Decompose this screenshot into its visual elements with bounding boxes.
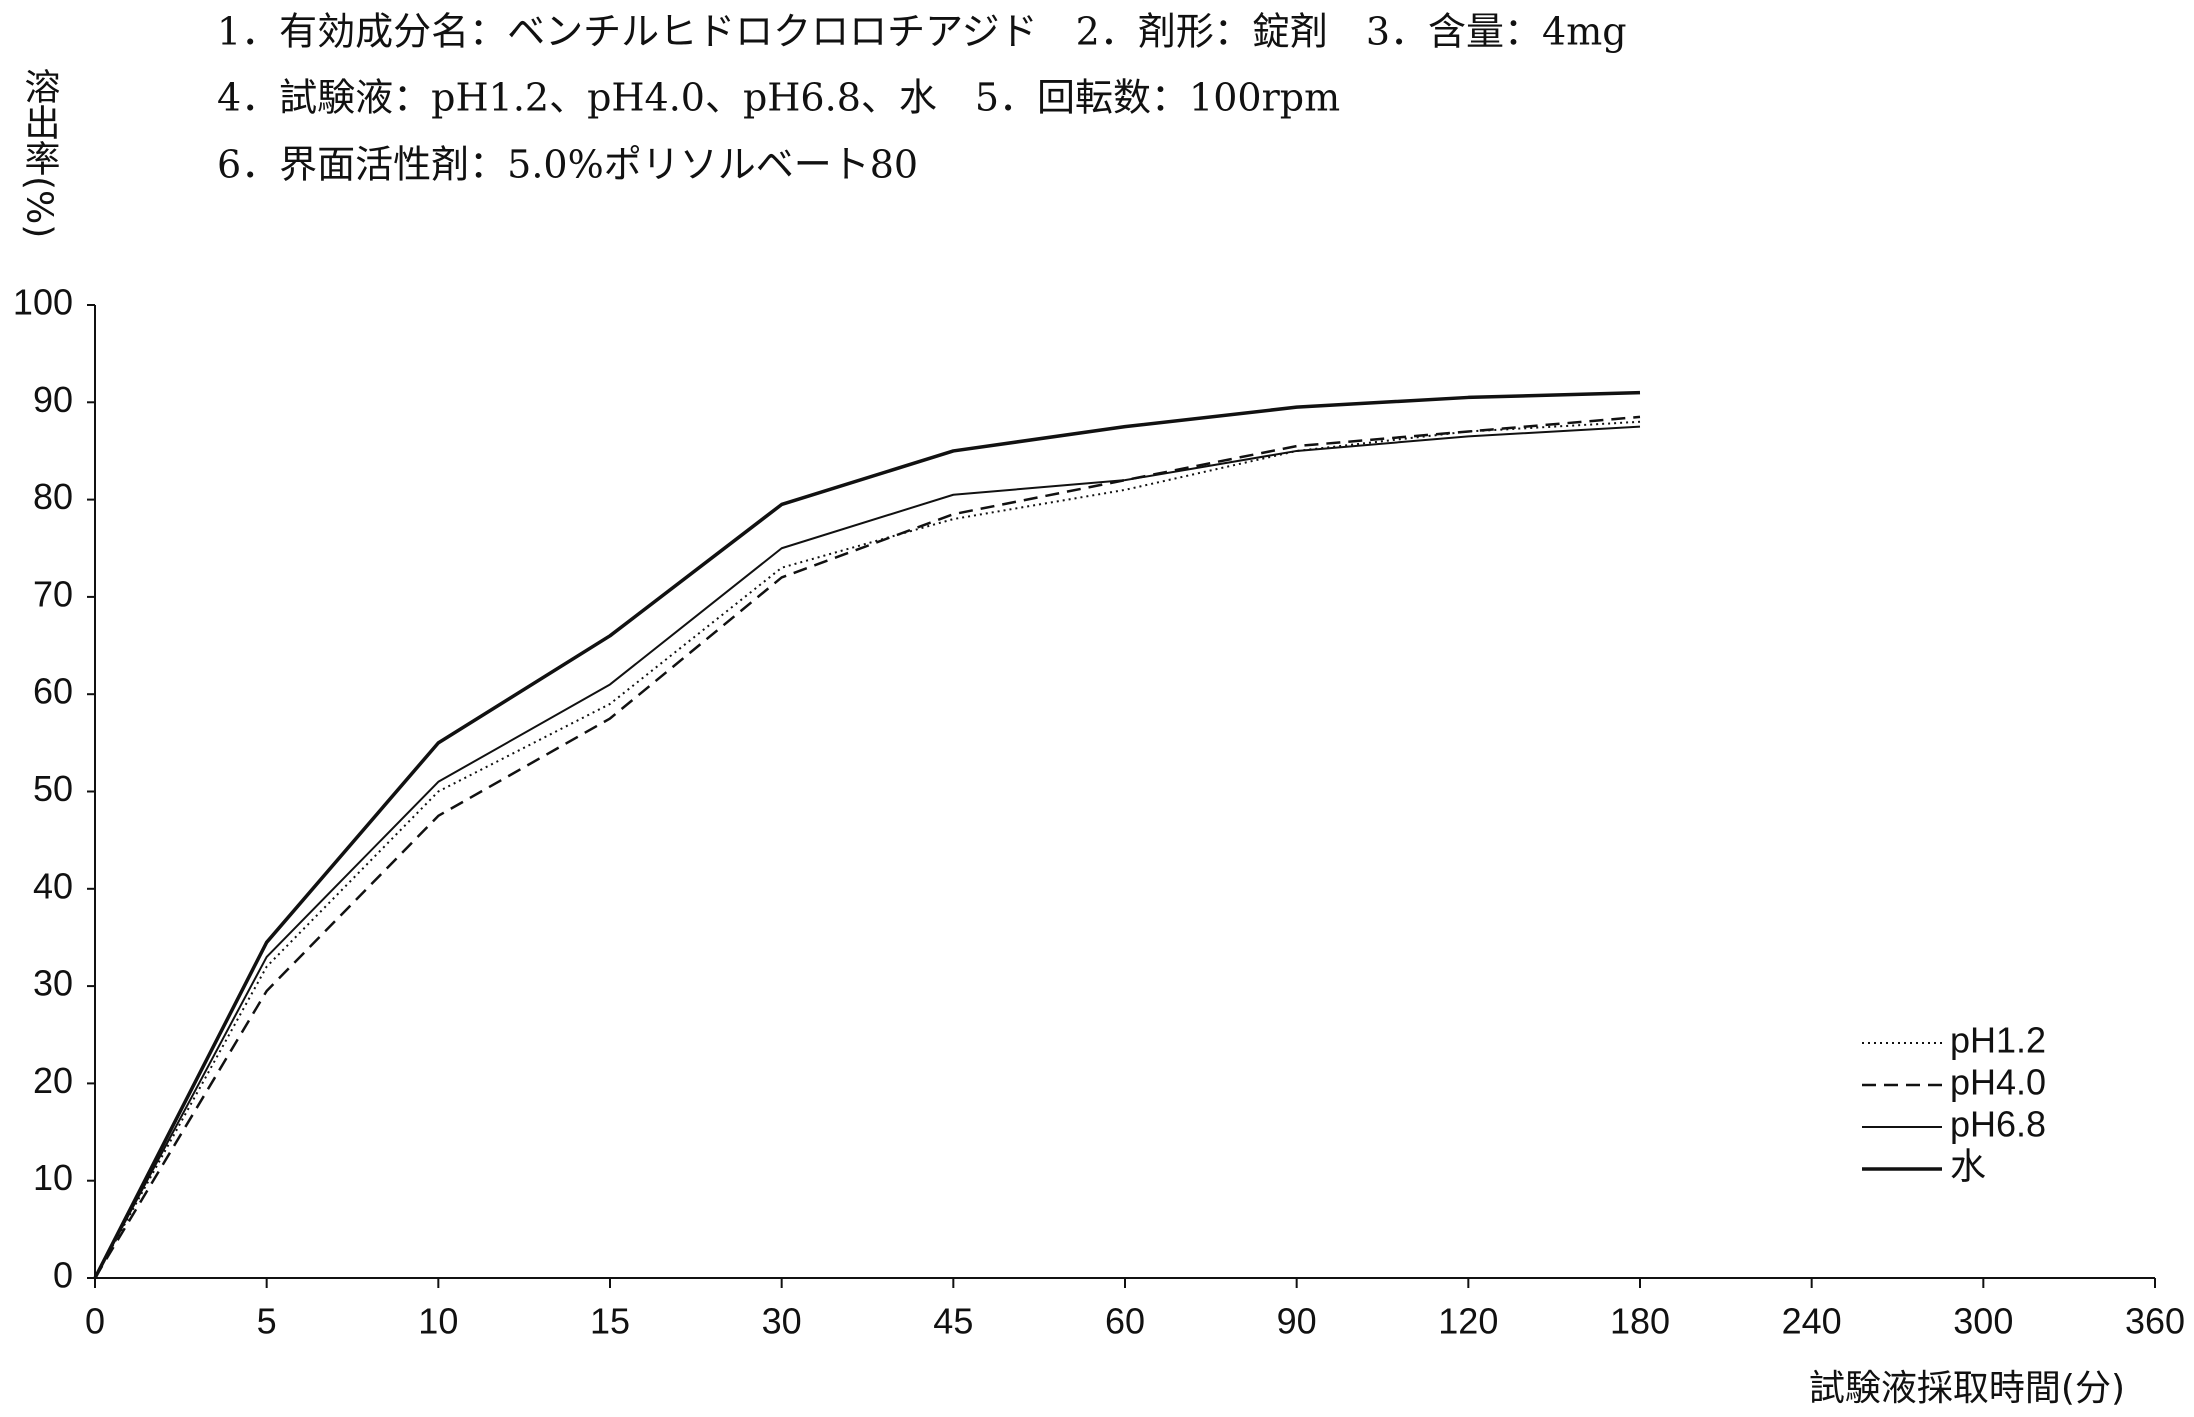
x-tick-label: 60 bbox=[1105, 1301, 1145, 1342]
x-tick-label: 360 bbox=[2125, 1301, 2185, 1342]
x-axis-label: 試験液採取時間(分) bbox=[1809, 1368, 2125, 1409]
y-tick-label: 0 bbox=[53, 1255, 73, 1296]
x-tick-label: 45 bbox=[933, 1301, 973, 1342]
legend-label: pH4.0 bbox=[1950, 1062, 2046, 1103]
y-tick-label: 70 bbox=[33, 573, 73, 614]
y-tick-label: 30 bbox=[33, 963, 73, 1004]
x-tick-label: 90 bbox=[1277, 1301, 1317, 1342]
y-tick-label: 20 bbox=[33, 1060, 73, 1101]
x-tick-label: 180 bbox=[1610, 1301, 1670, 1342]
x-tick-label: 300 bbox=[1953, 1301, 2013, 1342]
data-line bbox=[94, 425, 1641, 1279]
x-tick-label: 120 bbox=[1438, 1301, 1498, 1342]
x-tick-label: 0 bbox=[85, 1301, 105, 1342]
data-line bbox=[93, 390, 1641, 1279]
legend-label: pH1.2 bbox=[1950, 1020, 2046, 1061]
header-line: 6．界面活性剤：5.0%ポリソルベート80 bbox=[217, 143, 918, 187]
header-line: 4．試験液：pH1.2、pH4.0、pH6.8、水 5．回転数：100rpm bbox=[217, 76, 1340, 120]
legend-label: pH6.8 bbox=[1950, 1104, 2046, 1145]
x-tick-label: 30 bbox=[762, 1301, 802, 1342]
data-line bbox=[93, 415, 1641, 1279]
x-tick-label: 15 bbox=[590, 1301, 630, 1342]
y-tick-label: 80 bbox=[33, 476, 73, 517]
legend-label: 水 bbox=[1950, 1146, 1986, 1187]
x-tick-label: 10 bbox=[418, 1301, 458, 1342]
y-tick-label: 50 bbox=[33, 768, 73, 809]
x-tick-label: 5 bbox=[257, 1301, 277, 1342]
y-tick-label: 60 bbox=[33, 671, 73, 712]
x-tick-label: 240 bbox=[1782, 1301, 1842, 1342]
data-line bbox=[94, 420, 1641, 1279]
y-tick-label: 10 bbox=[33, 1157, 73, 1198]
header-line: 1．有効成分名：ベンチルヒドロクロロチアジド 2．剤形：錠剤 3．含量：4mg bbox=[217, 10, 1627, 54]
y-tick-label: 90 bbox=[33, 379, 73, 420]
y-axis-label: 溶出率(%) bbox=[19, 68, 60, 239]
y-tick-label: 40 bbox=[33, 865, 73, 906]
y-tick-label: 100 bbox=[13, 282, 73, 323]
